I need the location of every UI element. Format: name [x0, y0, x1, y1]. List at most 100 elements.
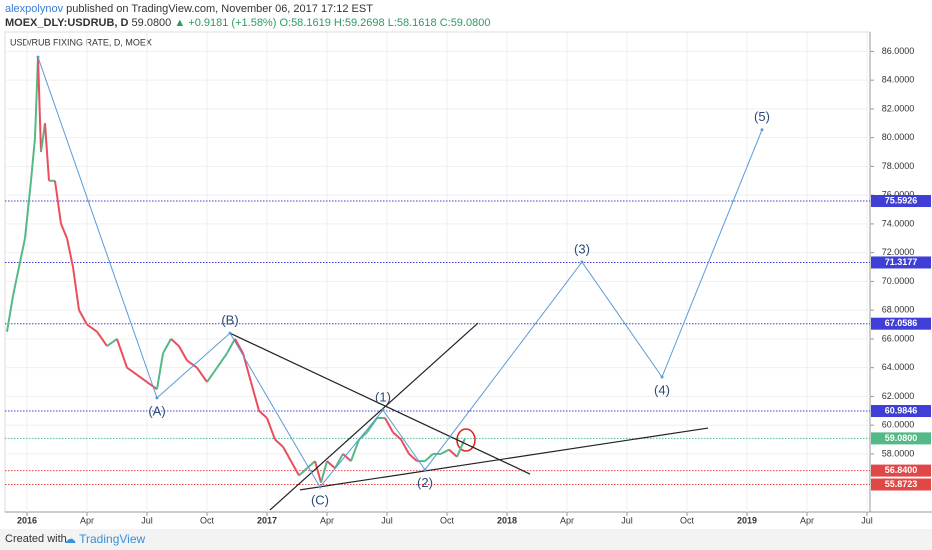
price-segment	[72, 266, 80, 311]
y-tick-label: 78.0000	[882, 161, 915, 171]
level-label: 75.5926	[885, 195, 918, 205]
price-segment	[350, 439, 360, 462]
price-segment	[448, 448, 458, 458]
price-segment	[126, 366, 138, 376]
x-tick-label: Jul	[861, 515, 873, 525]
price-segment	[162, 338, 172, 354]
level-label-box	[871, 256, 931, 269]
price-segment	[136, 374, 148, 383]
y-tick-label: 76.0000	[882, 190, 915, 200]
wave-label: (1)	[375, 390, 391, 405]
price-segment	[37, 57, 42, 153]
price-segment	[206, 367, 218, 383]
level-label-box	[871, 478, 931, 491]
y-tick-label: 74.0000	[882, 218, 915, 228]
y-tick-label: 80.0000	[882, 132, 915, 142]
price-segment	[298, 467, 308, 477]
chart: USD/RUB FIXING RATE, D, MOEX 58.0000 60.0…	[4, 31, 932, 525]
level-label: 67.0586	[885, 318, 918, 328]
x-tick-label: 2018	[497, 515, 517, 525]
price-segment	[290, 460, 300, 476]
plot-area	[4, 31, 871, 513]
y-tick-label: 68.0000	[882, 305, 915, 315]
price-segment	[86, 323, 98, 333]
y-tick-label: 84.0000	[882, 75, 915, 85]
wave-label: (3)	[574, 241, 590, 256]
ohlc: O:58.1619 H:59.2698 L:58.1618 C:59.0800	[279, 17, 491, 29]
level-label-box	[871, 195, 931, 208]
published: published on TradingView.com, November 0…	[66, 3, 373, 15]
footer-created: Created with	[5, 533, 67, 545]
y-tick-label: 70.0000	[882, 276, 915, 286]
price-segment	[116, 338, 128, 368]
price-segment	[408, 453, 418, 462]
trendline	[229, 332, 531, 475]
price-segment	[66, 238, 74, 268]
wave-label: (B)	[221, 313, 238, 328]
price-segment	[440, 448, 450, 455]
price-segment	[320, 460, 328, 483]
wave-point	[318, 485, 322, 489]
price-segment	[384, 417, 394, 433]
price-segment	[456, 437, 466, 458]
wave-point	[228, 331, 232, 335]
x-tick-label: Apr	[560, 515, 574, 525]
level-label-box	[871, 317, 931, 330]
price-segment	[250, 381, 260, 412]
price-segment	[266, 417, 276, 440]
wave-label: (2)	[417, 475, 433, 490]
price-segment	[170, 338, 180, 347]
wave-point	[660, 375, 664, 379]
y-tick-label: 86.0000	[882, 46, 915, 56]
level-label: 71.3177	[885, 257, 918, 267]
symbol: MOEX_DLY:USDRUB, D	[5, 17, 129, 29]
price-segment	[216, 352, 228, 369]
price-segment	[196, 367, 208, 383]
y-tick-label: 58.0000	[882, 448, 915, 458]
price-segment	[78, 309, 88, 326]
price-segment	[334, 453, 344, 469]
wave-point	[381, 408, 385, 412]
price-segment	[106, 338, 118, 347]
price-segment	[60, 223, 68, 239]
price-segment	[366, 417, 378, 433]
price-segment	[54, 180, 62, 225]
y-tick-label: 64.0000	[882, 362, 915, 372]
price-segment	[146, 381, 158, 391]
y-tick-label: 60.0000	[882, 420, 915, 430]
x-tick-label: Jul	[381, 515, 393, 525]
level-label: 55.8723	[885, 479, 918, 489]
price-segment	[96, 331, 108, 347]
x-tick-label: Jul	[621, 515, 633, 525]
x-tick-label: Oct	[200, 515, 215, 525]
price-segment	[314, 460, 322, 483]
y-tick-label: 66.0000	[882, 333, 915, 343]
footer: Created with ☁ TradingView	[0, 529, 932, 550]
price-segment	[24, 180, 32, 239]
wave-label: (4)	[654, 382, 670, 397]
x-tick-label: 2017	[257, 515, 277, 525]
price-segment	[258, 410, 268, 419]
wave-point	[155, 396, 159, 400]
price-segment	[226, 338, 236, 354]
symbol-line: MOEX_DLY:USDRUB, D 59.0800 ▲ +0.9181 (+1…	[5, 17, 490, 29]
level-label: 56.8400	[885, 465, 918, 475]
y-tick-label: 62.0000	[882, 391, 915, 401]
price-segment	[282, 446, 292, 462]
x-tick-label: Jul	[141, 515, 153, 525]
x-tick-label: 2019	[737, 515, 757, 525]
last: 59.0800	[131, 17, 172, 29]
x-tick-label: 2016	[17, 515, 37, 525]
x-tick-label: Oct	[440, 515, 455, 525]
level-label: 59.0800	[885, 433, 918, 443]
y-tick-label: 72.0000	[882, 247, 915, 257]
wave-label: (5)	[754, 109, 770, 124]
brand: TradingView	[79, 532, 146, 546]
trendline	[269, 322, 479, 511]
price-segment	[274, 438, 284, 448]
price-segment	[178, 345, 188, 361]
wave-point	[36, 55, 40, 59]
x-tick-label: Apr	[800, 515, 814, 525]
level-label-box	[871, 432, 931, 445]
